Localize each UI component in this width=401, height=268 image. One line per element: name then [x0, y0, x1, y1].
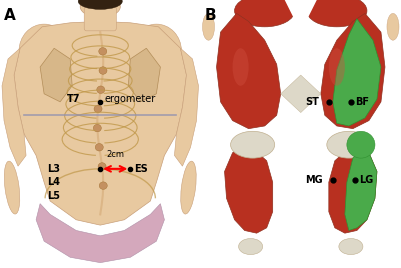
Text: L3: L3 — [47, 164, 60, 174]
Text: 2cm: 2cm — [106, 150, 124, 159]
Text: ergometer: ergometer — [104, 94, 156, 104]
Polygon shape — [329, 147, 377, 233]
Polygon shape — [225, 147, 273, 233]
Polygon shape — [2, 48, 26, 166]
Ellipse shape — [78, 0, 122, 9]
Polygon shape — [40, 48, 72, 102]
Text: T7: T7 — [67, 94, 80, 104]
Ellipse shape — [347, 131, 375, 158]
Text: BF: BF — [355, 97, 369, 107]
Polygon shape — [174, 48, 198, 166]
Text: L5: L5 — [47, 191, 60, 201]
Ellipse shape — [231, 131, 275, 158]
Text: LG: LG — [359, 174, 373, 185]
Polygon shape — [333, 19, 381, 126]
Text: ES: ES — [134, 164, 148, 174]
Ellipse shape — [132, 24, 181, 78]
Ellipse shape — [98, 163, 106, 170]
Ellipse shape — [327, 131, 371, 158]
Text: L4: L4 — [47, 177, 60, 187]
Polygon shape — [217, 13, 281, 129]
Polygon shape — [281, 75, 321, 113]
Ellipse shape — [307, 0, 367, 27]
Text: MG: MG — [305, 174, 323, 185]
Text: A: A — [4, 8, 16, 23]
Ellipse shape — [93, 124, 101, 132]
Ellipse shape — [94, 105, 102, 113]
Ellipse shape — [239, 239, 263, 255]
Polygon shape — [345, 150, 377, 230]
Ellipse shape — [19, 24, 69, 78]
Text: ST: ST — [305, 97, 319, 107]
Ellipse shape — [233, 48, 249, 86]
Ellipse shape — [339, 239, 363, 255]
Ellipse shape — [181, 161, 196, 214]
Polygon shape — [128, 48, 160, 102]
Ellipse shape — [95, 143, 103, 151]
Ellipse shape — [4, 161, 20, 214]
Ellipse shape — [80, 0, 120, 17]
Text: B: B — [205, 8, 216, 23]
Polygon shape — [14, 21, 186, 225]
Ellipse shape — [203, 13, 215, 40]
Ellipse shape — [99, 182, 107, 189]
Ellipse shape — [235, 0, 295, 27]
Polygon shape — [321, 13, 385, 129]
Ellipse shape — [329, 48, 345, 86]
Polygon shape — [36, 204, 164, 263]
Ellipse shape — [97, 86, 105, 94]
Polygon shape — [285, 0, 317, 32]
Ellipse shape — [99, 48, 107, 55]
FancyBboxPatch shape — [84, 0, 116, 31]
Ellipse shape — [387, 13, 399, 40]
Ellipse shape — [99, 67, 107, 74]
